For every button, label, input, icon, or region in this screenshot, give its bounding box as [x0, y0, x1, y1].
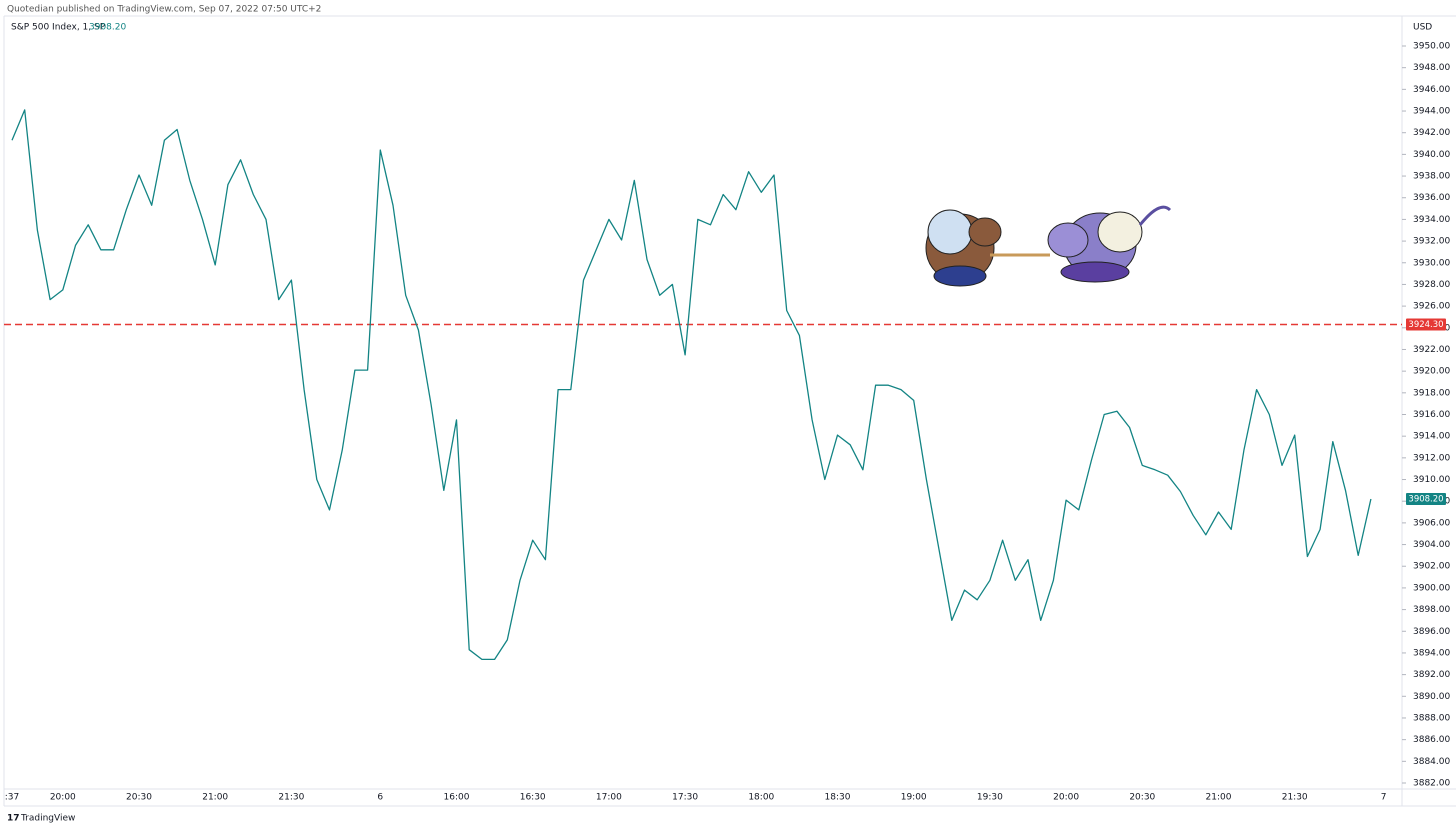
- x-tick-label: 21:30: [1282, 793, 1308, 803]
- last-price-box: [1406, 493, 1446, 506]
- y-tick-label: 3936.00: [1413, 193, 1450, 203]
- y-tick-label: 3938.00: [1413, 172, 1450, 182]
- x-tick-label: 16:30: [520, 793, 546, 803]
- y-tick-label: 3900.00: [1413, 583, 1450, 593]
- y-tick-label: 3882.00: [1413, 779, 1450, 789]
- x-tick-label: 20:30: [1129, 793, 1155, 803]
- x-tick-label: 18:00: [748, 793, 774, 803]
- y-tick-label: 3926.00: [1413, 302, 1450, 312]
- y-tick-label: 3910.00: [1413, 475, 1450, 485]
- y-tick-label: 3928.00: [1413, 280, 1450, 290]
- publisher-note: Quotedian published on TradingView.com, …: [7, 5, 321, 15]
- y-tick-label: 3890.00: [1413, 692, 1450, 702]
- bull-head: [1047, 222, 1089, 258]
- x-tick-label: :37: [5, 793, 19, 803]
- y-tick-label: 3886.00: [1413, 735, 1450, 745]
- y-tick-label: 3930.00: [1413, 258, 1450, 268]
- y-tick-label: 3950.00: [1413, 42, 1450, 52]
- illustration: [925, 205, 1172, 287]
- x-tick-label: 19:30: [977, 793, 1003, 803]
- y-tick-label: 3902.00: [1413, 562, 1450, 572]
- y-tick-label: 3944.00: [1413, 107, 1450, 117]
- x-tick-label: 7: [1381, 793, 1387, 803]
- x-tick-label: 21:00: [1206, 793, 1232, 803]
- y-tick-label: 3934.00: [1413, 215, 1450, 225]
- y-tick-label: 3912.00: [1413, 453, 1450, 463]
- bull-tail: [1138, 205, 1172, 226]
- y-tick-label: 3896.00: [1413, 627, 1450, 637]
- legend-price: 3908.20: [89, 23, 126, 33]
- bear-pants: [933, 265, 987, 287]
- x-tick-label: 6: [377, 793, 383, 803]
- x-tick-label: 21:00: [202, 793, 228, 803]
- y-tick-label: 3920.00: [1413, 367, 1450, 377]
- y-tick-label: 3946.00: [1413, 85, 1450, 95]
- x-tick-label: 20:00: [1053, 793, 1079, 803]
- x-tick-label: 20:30: [126, 793, 152, 803]
- reference-label: 3924.30: [1408, 320, 1443, 330]
- reference-label-box: [1406, 318, 1446, 331]
- y-tick-label: 3898.00: [1413, 605, 1450, 615]
- symbol-title: S&P 500 Index, 1, SP: [11, 23, 106, 33]
- y-tick-label: 3916.00: [1413, 410, 1450, 420]
- y-tick-label: 3932.00: [1413, 237, 1450, 247]
- last-price-label: 3908.20: [1408, 495, 1443, 505]
- brand-logo: 𝟭𝟳: [7, 814, 20, 824]
- x-tick-label: 17:00: [596, 793, 622, 803]
- y-tick-label: 3906.00: [1413, 518, 1450, 528]
- y-tick-label: 3914.00: [1413, 432, 1450, 442]
- y-tick-label: 3942.00: [1413, 128, 1450, 138]
- y-tick-label: 3918.00: [1413, 388, 1450, 398]
- brand: TradingView: [20, 814, 75, 824]
- y-tick-label: 3894.00: [1413, 648, 1450, 658]
- x-tick-label: 20:00: [50, 793, 76, 803]
- bear-head: [968, 217, 1002, 247]
- bull-shirt: [1097, 211, 1143, 253]
- x-tick-label: 16:00: [444, 793, 470, 803]
- y-tick-label: 3884.00: [1413, 757, 1450, 767]
- y-tick-label: 3922.00: [1413, 345, 1450, 355]
- price-line: [11, 109, 1372, 661]
- x-tick-label: 19:00: [901, 793, 927, 803]
- bull-pants: [1060, 261, 1130, 283]
- currency: USD: [1413, 23, 1432, 33]
- y-tick-label: 3948.00: [1413, 63, 1450, 73]
- bear-shirt: [927, 209, 973, 255]
- x-tick-label: 18:30: [825, 793, 851, 803]
- brand-mark: 𝟭𝟳: [7, 814, 20, 824]
- x-tick-label: 21:30: [278, 793, 304, 803]
- x-tick-label: 17:30: [672, 793, 698, 803]
- y-tick-label: 3888.00: [1413, 713, 1450, 723]
- y-tick-label: 3904.00: [1413, 540, 1450, 550]
- y-tick-label: 3892.00: [1413, 670, 1450, 680]
- y-tick-label: 3940.00: [1413, 150, 1450, 160]
